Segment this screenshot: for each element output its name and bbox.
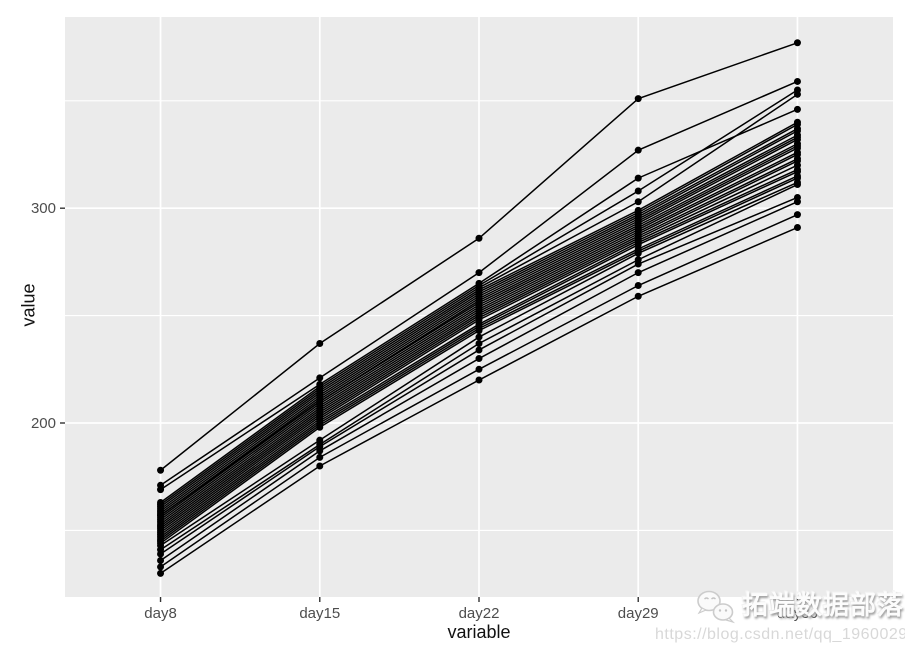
data-point: [634, 174, 642, 182]
data-point: [316, 453, 324, 461]
watermark-brand-text: 拓端数据部落: [742, 590, 905, 620]
data-point: [475, 327, 483, 335]
data-point: [475, 346, 483, 354]
data-point: [793, 77, 801, 85]
x-tick-label: day36: [777, 605, 818, 622]
data-point: [475, 269, 483, 277]
data-point: [793, 211, 801, 219]
data-point: [634, 146, 642, 154]
data-point: [634, 187, 642, 195]
data-point: [316, 374, 324, 382]
data-point: [634, 282, 642, 290]
data-point: [475, 376, 483, 384]
data-point: [634, 249, 642, 257]
wechat-icon: [697, 590, 736, 624]
data-point: [157, 569, 165, 577]
data-point: [634, 269, 642, 277]
data-point: [157, 466, 165, 474]
x-tick-label: day22: [459, 605, 500, 622]
data-point: [793, 198, 801, 206]
data-point: [157, 550, 165, 558]
data-point: [316, 462, 324, 470]
data-point: [316, 340, 324, 348]
data-point: [475, 355, 483, 363]
data-point: [634, 260, 642, 268]
watermark-url-text: https://blog.csdn.net/qq_19600291: [655, 626, 905, 643]
data-point: [475, 234, 483, 242]
y-axis-title: value: [18, 283, 39, 327]
watermark: 拓端数据部落: [694, 585, 904, 627]
data-point: [157, 563, 165, 571]
x-tick-label: day15: [299, 605, 340, 622]
data-point: [316, 447, 324, 455]
data-point: [793, 105, 801, 113]
x-axis-title: variable: [447, 622, 511, 642]
data-point: [793, 90, 801, 98]
x-tick-label: day8: [144, 605, 177, 622]
x-tick-label: day29: [618, 605, 659, 622]
data-point: [634, 198, 642, 206]
data-point: [793, 39, 801, 47]
y-tick-label: 200: [31, 415, 56, 432]
data-point: [157, 556, 165, 564]
data-point: [316, 423, 324, 431]
data-point: [475, 365, 483, 373]
data-point: [634, 292, 642, 300]
data-point: [475, 333, 483, 341]
data-point: [793, 181, 801, 189]
data-point: [634, 95, 642, 103]
data-point: [475, 340, 483, 348]
data-point: [157, 486, 165, 494]
data-point: [793, 224, 801, 232]
y-tick-label: 300: [31, 200, 56, 217]
